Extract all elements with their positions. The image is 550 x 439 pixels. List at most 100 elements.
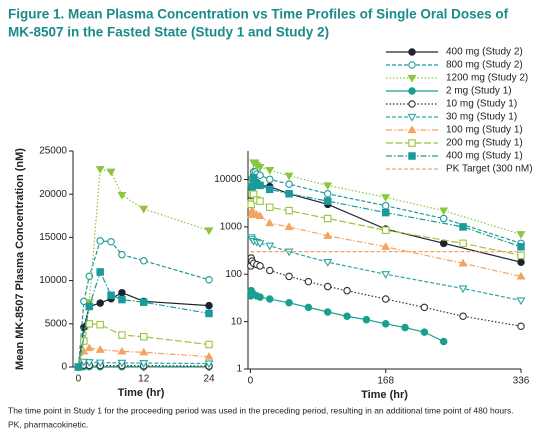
marker (343, 312, 351, 320)
marker (459, 312, 467, 320)
title-line: MK-8507 in the Fasted State (Study 1 and… (8, 25, 329, 40)
marker (284, 172, 294, 181)
x-tick-label: 0 (76, 374, 82, 385)
marker (381, 201, 390, 210)
legend-label: 200 mg (Study 1) (446, 138, 523, 149)
y-tick-label: 1000 (220, 222, 243, 233)
marker (323, 231, 333, 239)
marker (459, 223, 467, 231)
marker (107, 291, 115, 300)
x-tick-label: 336 (513, 376, 530, 387)
marker (323, 282, 332, 291)
marker (139, 333, 148, 341)
marker (247, 200, 255, 209)
legend-label: 800 mg (Study 2) (446, 60, 523, 71)
marker (265, 266, 274, 275)
marker (95, 345, 105, 353)
marker (381, 226, 390, 234)
marker (285, 299, 293, 307)
marker (265, 218, 275, 227)
marker (256, 197, 264, 205)
legend-label: PK Target (300 nM) (446, 164, 533, 175)
marker (85, 302, 94, 311)
y-axis-label: Mean MK-8507 Plasma Concentration (nM) (14, 148, 26, 370)
marker (420, 303, 429, 312)
legend-label: 400 mg (Study 1) (446, 151, 523, 162)
marker (408, 139, 416, 147)
marker (255, 211, 265, 220)
x-tick-label: 168 (377, 376, 394, 387)
marker (139, 205, 149, 214)
marker (79, 358, 89, 367)
marker (381, 295, 390, 303)
legend-label: 2 mg (Study 1) (446, 86, 512, 97)
marker (517, 251, 525, 260)
legend-label: 30 mg (Study 1) (446, 112, 517, 123)
marker (118, 250, 126, 259)
marker (265, 185, 274, 194)
marker (439, 214, 448, 223)
marker (407, 113, 417, 122)
marker (256, 262, 264, 270)
marker (107, 237, 115, 246)
marker (74, 363, 83, 371)
marker (381, 194, 391, 202)
marker (407, 74, 417, 83)
marker (323, 214, 332, 223)
marker (381, 320, 390, 328)
y-tick-label: 25000 (39, 146, 67, 157)
marker (118, 295, 126, 304)
marker (323, 259, 333, 267)
marker (458, 258, 468, 267)
marker (255, 240, 265, 248)
marker (439, 207, 449, 216)
marker (265, 242, 275, 251)
marker (285, 190, 293, 198)
marker (117, 359, 127, 368)
marker (381, 208, 390, 217)
marker (323, 197, 332, 205)
marker (343, 286, 351, 295)
marker (139, 360, 149, 368)
marker (117, 346, 127, 355)
marker (139, 298, 148, 306)
marker (96, 299, 104, 307)
y-tick-label: 100 (225, 269, 242, 280)
marker (408, 87, 416, 95)
marker (96, 320, 104, 329)
marker (256, 171, 264, 180)
marker (118, 331, 126, 339)
legend-label: 400 mg (Study 2) (446, 47, 523, 58)
marker (408, 152, 416, 160)
marker (323, 182, 333, 191)
marker (204, 360, 214, 369)
marker (265, 166, 275, 175)
marker (381, 242, 391, 250)
marker (265, 175, 274, 184)
series-line (77, 240, 210, 368)
marker (304, 277, 313, 286)
x-tick-label: 24 (203, 374, 215, 385)
footnote: PK, pharmacokinetic. (8, 419, 88, 429)
y-tick-label: 10000 (214, 174, 242, 185)
marker (95, 359, 105, 368)
marker (516, 271, 526, 280)
y-tick-label: 10000 (39, 275, 67, 286)
marker (401, 323, 409, 332)
marker (106, 168, 116, 177)
marker (205, 275, 213, 284)
marker (516, 297, 526, 306)
marker (362, 315, 371, 324)
marker (255, 163, 265, 172)
marker (80, 337, 88, 345)
marker (439, 337, 448, 346)
x-tick-label: 12 (138, 374, 150, 385)
marker (304, 303, 313, 312)
marker (204, 227, 214, 236)
marker (84, 343, 94, 352)
marker (323, 308, 332, 316)
marker (256, 293, 264, 301)
legend-label: 100 mg (Study 1) (446, 125, 523, 136)
y-tick-label: 20000 (39, 189, 67, 200)
